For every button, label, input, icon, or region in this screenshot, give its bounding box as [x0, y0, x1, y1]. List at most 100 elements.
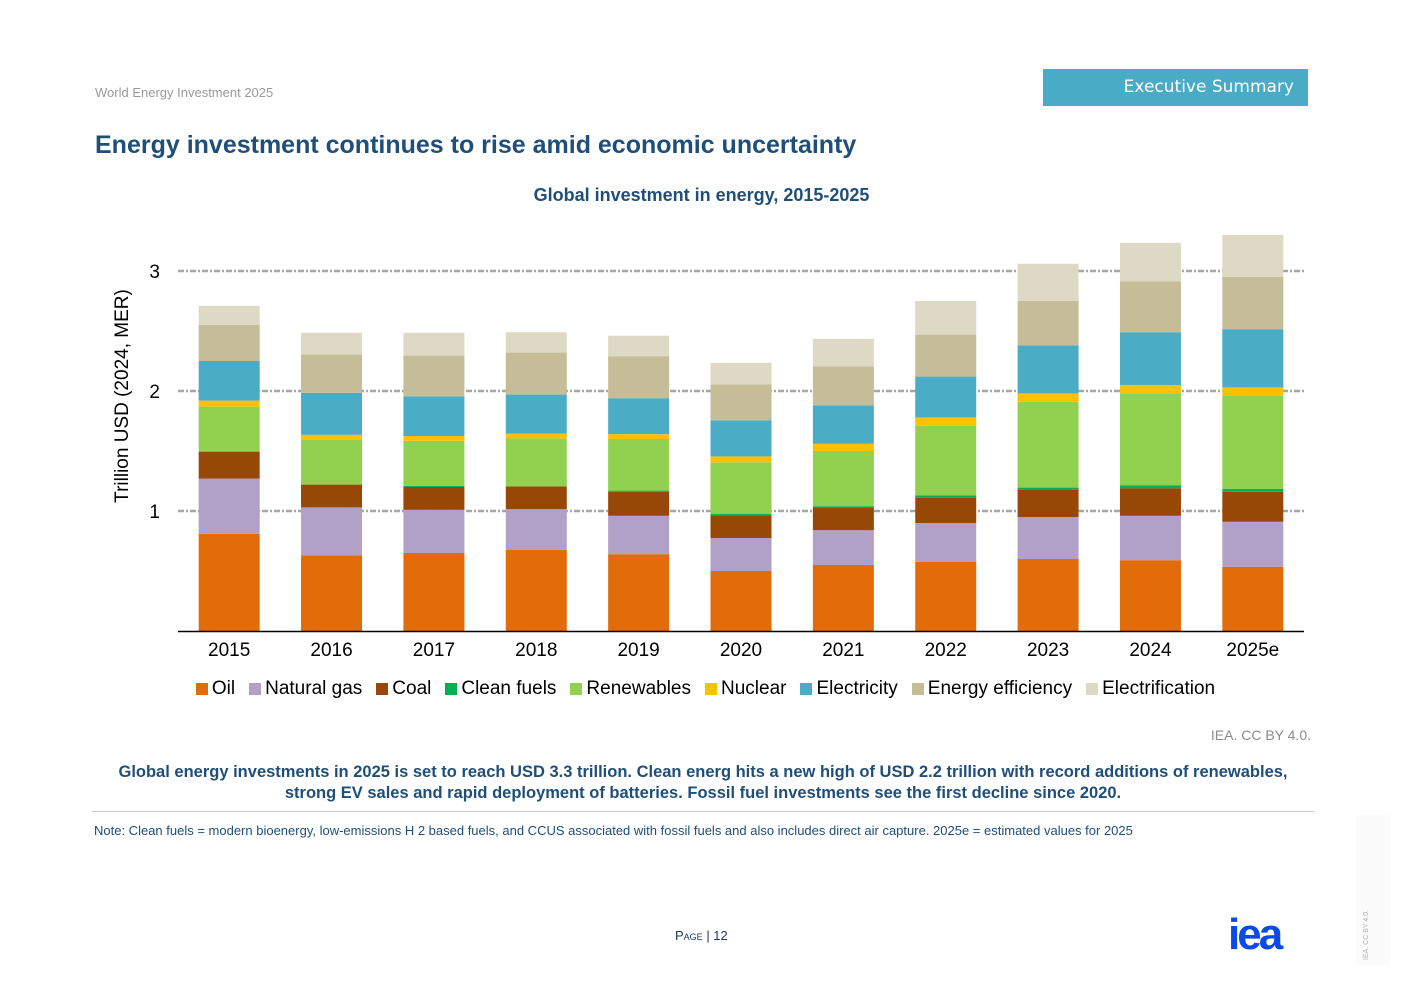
bar-segment-natural-gas — [1119, 515, 1181, 561]
bar-segment-energy-efficiency — [198, 325, 260, 361]
logo-text: iea — [1228, 916, 1284, 954]
bar-segment-energy-efficiency — [710, 384, 772, 421]
bar-stack-2015 — [198, 305, 260, 631]
x-tick-label: 2022 — [925, 640, 967, 661]
legend-label: Oil — [211, 678, 236, 699]
page-heading: Energy investment continues to rise amid… — [95, 131, 857, 159]
bar-segment-electrification — [198, 305, 260, 325]
page-number-value: | 12 — [706, 928, 728, 943]
bar-segment-oil — [1222, 566, 1284, 631]
x-tick-label: 2018 — [515, 640, 557, 661]
bar-segment-natural-gas — [198, 478, 260, 534]
bar-segment-renewables — [1119, 394, 1181, 486]
bar-segment-renewables — [710, 462, 772, 514]
legend-label: Electrification — [1102, 678, 1216, 699]
bar-segment-nuclear — [301, 434, 363, 440]
bar-segment-natural-gas — [710, 538, 772, 571]
bar-segment-nuclear — [1222, 387, 1284, 396]
legend-label: Clean fuels — [461, 678, 557, 699]
bar-segment-nuclear — [915, 417, 977, 426]
chart-credit: IEA. CC BY 4.0. — [1210, 727, 1311, 743]
bar-segment-electricity — [1017, 345, 1079, 394]
bar-segment-electricity — [710, 420, 772, 457]
bar-segment-natural-gas — [1017, 517, 1079, 559]
legend-swatch — [705, 683, 717, 695]
x-tick-label: 2015 — [208, 640, 250, 661]
bar-segment-coal — [1017, 490, 1079, 517]
legend-swatch — [1086, 683, 1099, 695]
x-tick-label: 2025e — [1226, 640, 1279, 661]
bar-segment-energy-efficiency — [1119, 281, 1181, 333]
iea-logo-icon[interactable]: iea — [1228, 916, 1310, 954]
bar-segment-electrification — [403, 332, 465, 356]
y-tick-label: 1 — [149, 502, 160, 523]
bar-segment-electrification — [608, 335, 670, 357]
y-axis-label: Trillion USD (2024, MER) — [112, 289, 133, 503]
bar-segment-renewables — [812, 451, 874, 507]
bar-segment-natural-gas — [403, 509, 465, 553]
bar-segment-electricity — [608, 398, 670, 435]
bar-segment-electricity — [1222, 329, 1284, 388]
summary-line-2: strong EV sales and rapid deployment of … — [284, 784, 1122, 802]
bar-segment-clean-fuels — [608, 490, 670, 492]
bar-stack-2024 — [1119, 242, 1181, 631]
bar-segment-natural-gas — [301, 507, 363, 556]
bar-stack-2020 — [710, 362, 772, 631]
legend-label: Natural gas — [265, 678, 363, 699]
bar-segment-nuclear — [403, 436, 465, 441]
x-tick-label: 2017 — [413, 640, 455, 661]
side-credit-text: IEA. CC BY 4.0. — [1363, 909, 1370, 960]
bar-segment-coal — [710, 515, 772, 538]
bar-segment-coal — [812, 507, 874, 531]
bar-segment-electrification — [915, 301, 977, 335]
bar-segment-electrification — [710, 362, 772, 385]
bar-segment-energy-efficiency — [608, 356, 670, 399]
x-tick-label: 2024 — [1129, 640, 1172, 661]
bar-segment-coal — [403, 487, 465, 510]
legend-item-electrification: Electrification — [1086, 678, 1215, 700]
x-tick-label: 2020 — [720, 640, 762, 661]
section-tag-executive-summary[interactable]: Executive Summary — [1043, 69, 1308, 106]
bar-segment-energy-efficiency — [915, 334, 977, 377]
legend-item-electricity: Electricity — [800, 678, 898, 700]
bar-segment-renewables — [505, 438, 567, 487]
bar-stack-2023 — [1017, 263, 1079, 631]
bar-segment-clean-fuels — [403, 485, 465, 487]
bar-stack-2025e — [1222, 235, 1284, 631]
bar-segment-clean-fuels — [710, 514, 772, 516]
bar-segment-oil — [1017, 559, 1079, 631]
bar-segment-electrification — [505, 332, 567, 353]
bar-segment-coal — [301, 484, 363, 508]
legend-item-natural-gas: Natural gas — [249, 678, 362, 700]
legend-item-clean-fuels: Clean fuels — [445, 678, 556, 700]
bar-segment-coal — [915, 497, 977, 523]
legend-swatch — [376, 683, 389, 695]
bar-segment-oil — [710, 571, 772, 631]
bar-segment-nuclear — [505, 433, 567, 439]
x-tick-label: 2016 — [310, 640, 352, 661]
y-tick-label: 2 — [149, 382, 160, 403]
bar-segment-clean-fuels — [1119, 485, 1181, 489]
bar-segment-coal — [608, 491, 670, 516]
legend-label: Energy efficiency — [927, 678, 1073, 699]
legend-swatch — [800, 683, 813, 695]
bar-segment-energy-efficiency — [1222, 277, 1284, 330]
bar-segment-natural-gas — [812, 530, 874, 565]
bar-stack-2019 — [608, 335, 670, 631]
bar-segment-oil — [301, 555, 363, 631]
bar-segment-nuclear — [1017, 393, 1079, 402]
x-tick-label: 2023 — [1027, 640, 1069, 661]
bar-segment-renewables — [608, 439, 670, 491]
summary-text: Global energy investments in 2025 is set… — [92, 762, 1314, 804]
bar-segment-electrification — [301, 332, 363, 355]
bar-segment-electrification — [1017, 263, 1079, 301]
legend-swatch — [570, 683, 583, 695]
legend-swatch — [445, 683, 458, 695]
bar-segment-oil — [812, 565, 874, 631]
bar-segment-energy-efficiency — [1017, 301, 1079, 346]
bar-segment-renewables — [1222, 395, 1284, 489]
bar-segment-clean-fuels — [812, 506, 874, 508]
legend-item-oil: Oil — [195, 678, 236, 700]
bar-segment-electricity — [812, 405, 874, 444]
